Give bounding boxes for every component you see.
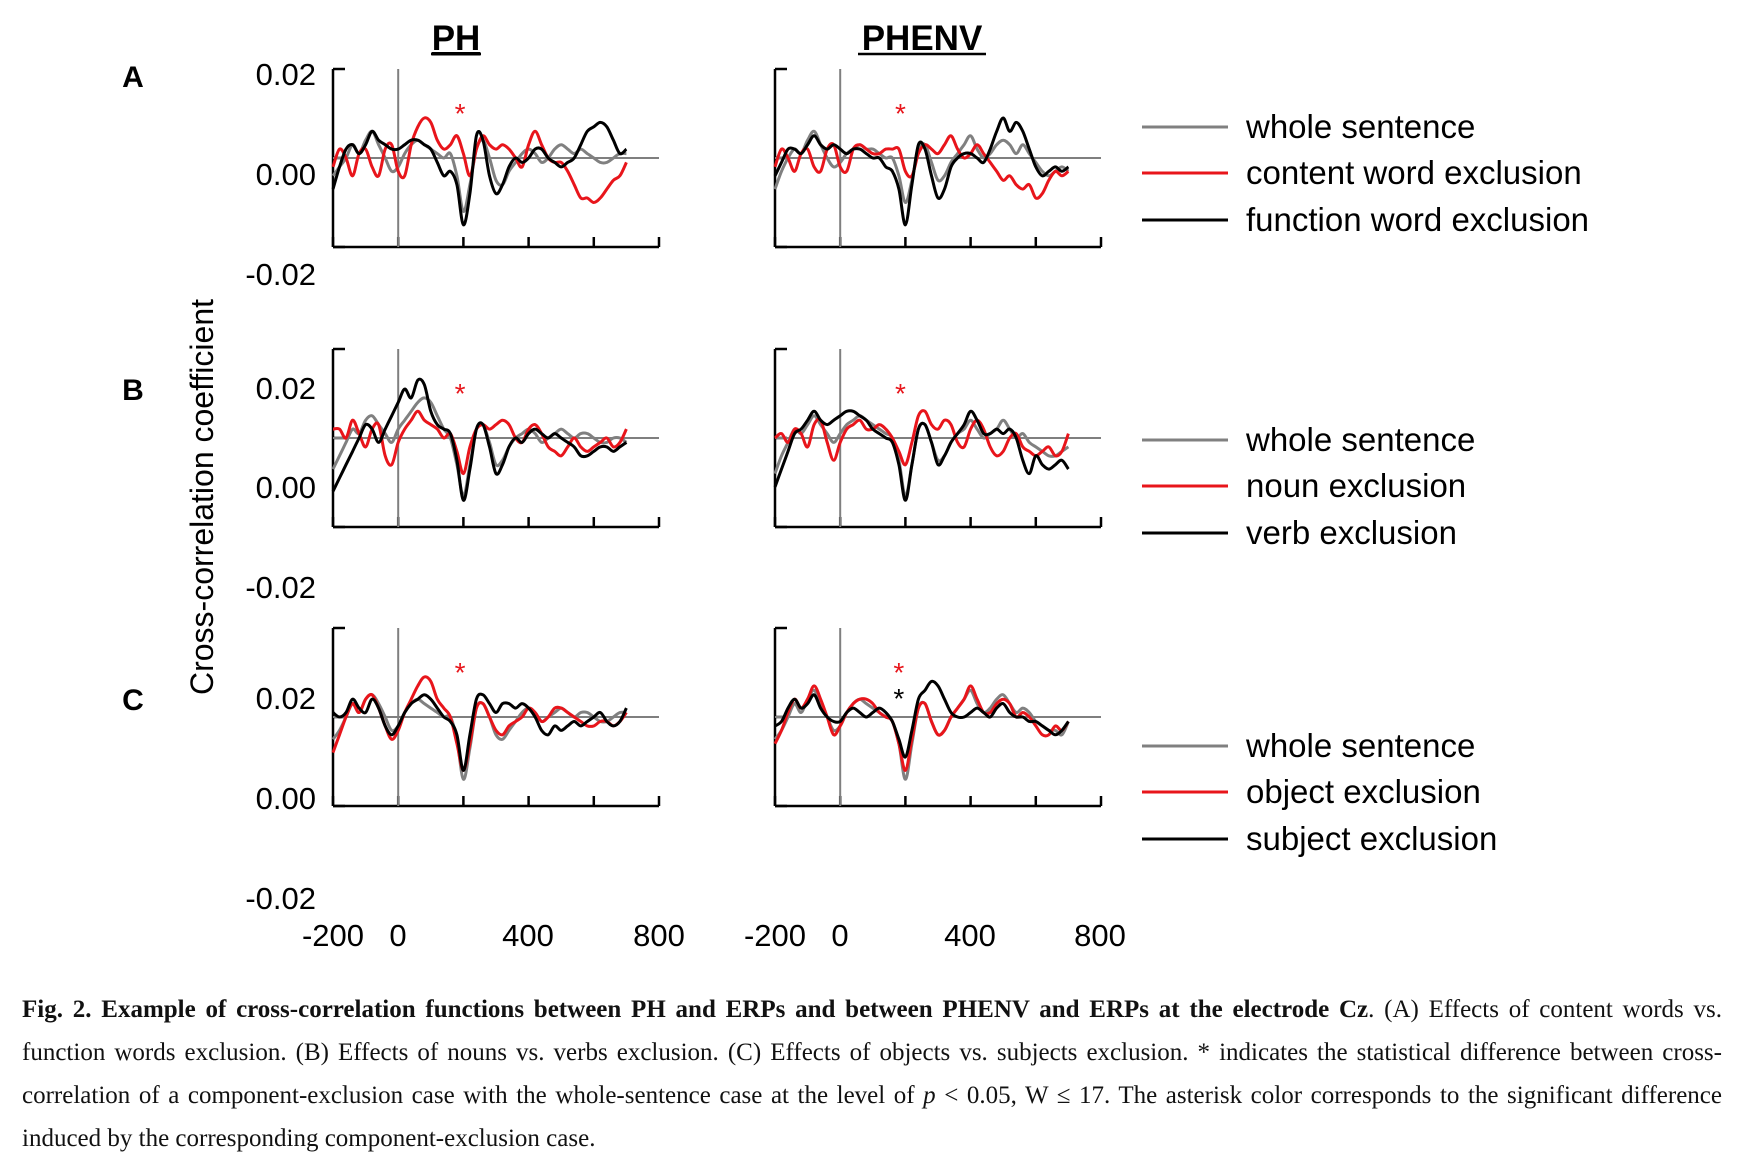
xtick-phenv-400: 400 bbox=[944, 918, 996, 953]
ytick-c-mid: 0.00 bbox=[256, 781, 316, 816]
xtick-ph-0: 0 bbox=[389, 918, 406, 953]
caption-p-symbol: p bbox=[923, 1082, 936, 1109]
panel-a-phenv-series-2 bbox=[773, 116, 1070, 227]
panel-b-phenv-asterisk: * bbox=[895, 378, 906, 409]
panel-a-phenv-series-1 bbox=[773, 134, 1070, 200]
caption-fig-label: Fig. 2. bbox=[22, 996, 92, 1023]
ytick-a-bot: -0.02 bbox=[245, 257, 316, 292]
legend-c-label-whole: whole sentence bbox=[1245, 727, 1475, 764]
panel-a-ph-asterisk: * bbox=[455, 98, 466, 129]
ytick-b-mid: 0.00 bbox=[256, 470, 316, 505]
panel-b-phenv: * bbox=[773, 347, 1103, 529]
xtick-phenv-0: 0 bbox=[831, 918, 848, 953]
panel-c-phenv-asterisk: * bbox=[893, 657, 904, 688]
legend-b-label-excl2: verb exclusion bbox=[1246, 514, 1457, 551]
caption-text-2: < 0.05, W ≤ 17. The asterisk color corre… bbox=[22, 1082, 1722, 1152]
y-axis-label: Cross-correlation coefficient bbox=[184, 299, 220, 695]
xtick-ph-800: 800 bbox=[633, 918, 685, 953]
ytick-a-top: 0.02 bbox=[256, 57, 316, 92]
panel-c-phenv-series-1 bbox=[773, 684, 1070, 772]
panel-b-phenv-series-2 bbox=[773, 409, 1070, 502]
ytick-b-bot: -0.02 bbox=[245, 570, 316, 605]
caption-title: Example of cross-correlation functions b… bbox=[101, 996, 1369, 1023]
legend-b-label-whole: whole sentence bbox=[1245, 421, 1475, 458]
row-label-b: B bbox=[122, 374, 144, 407]
figure: PH PHENV A B C Cross-correlation coeffic… bbox=[122, 19, 1589, 953]
panel-c-phenv-series-2 bbox=[774, 679, 1070, 759]
panel-a-ph: * bbox=[331, 67, 661, 249]
ytick-c-bot: -0.02 bbox=[245, 881, 316, 916]
panel-c-ph: * bbox=[331, 626, 661, 808]
panel-b-ph-series-2 bbox=[331, 377, 628, 502]
panel-c-phenv: ** bbox=[773, 626, 1103, 808]
panel-b-ph: * bbox=[331, 347, 661, 529]
xtick-phenv-800: 800 bbox=[1074, 918, 1126, 953]
row-label-c: C bbox=[122, 684, 144, 717]
legend-b-label-excl1: noun exclusion bbox=[1246, 467, 1466, 504]
panel-a-ph-series-1 bbox=[331, 116, 628, 204]
legend-a-label-excl1: content word exclusion bbox=[1246, 154, 1582, 191]
panel-b-ph-asterisk: * bbox=[455, 378, 466, 409]
legend-a: whole sentence content word exclusion fu… bbox=[1142, 108, 1589, 238]
ytick-c-top: 0.02 bbox=[256, 681, 316, 716]
figure-caption: Fig. 2. Example of cross-correlation fun… bbox=[22, 988, 1722, 1160]
ytick-b-top: 0.02 bbox=[256, 371, 316, 406]
column-title-phenv: PHENV bbox=[862, 19, 983, 58]
xtick-ph-400: 400 bbox=[502, 918, 554, 953]
legend-b: whole sentence noun exclusion verb exclu… bbox=[1142, 421, 1475, 551]
legend-c-label-excl1: object exclusion bbox=[1246, 773, 1481, 810]
legend-a-label-whole: whole sentence bbox=[1245, 108, 1475, 145]
panels: * ** ** ** bbox=[331, 67, 1103, 808]
legend-c-label-excl2: subject exclusion bbox=[1246, 820, 1497, 857]
panel-b-phenv-series-0 bbox=[773, 414, 1070, 498]
xtick-phenv-m200: -200 bbox=[744, 918, 806, 953]
row-label-a: A bbox=[122, 61, 144, 94]
panel-b-phenv-series-1 bbox=[774, 409, 1070, 467]
caption-text-1: . (A) Effects of content words vs. funct… bbox=[22, 996, 1722, 1109]
panel-a-phenv: * bbox=[773, 67, 1103, 249]
xtick-ph-m200: -200 bbox=[302, 918, 364, 953]
panel-c-ph-series-2 bbox=[332, 692, 628, 772]
ytick-a-mid: 0.00 bbox=[256, 157, 316, 192]
column-title-ph: PH bbox=[432, 19, 481, 58]
panel-a-phenv-asterisk: * bbox=[895, 98, 906, 129]
legend-a-label-excl2: function word exclusion bbox=[1246, 201, 1589, 238]
legend-c: whole sentence object exclusion subject … bbox=[1142, 727, 1497, 857]
panel-c-ph-asterisk: * bbox=[455, 657, 466, 688]
panel-c-phenv-asterisk: * bbox=[893, 683, 904, 714]
panel-a-ph-series-2 bbox=[331, 120, 628, 227]
